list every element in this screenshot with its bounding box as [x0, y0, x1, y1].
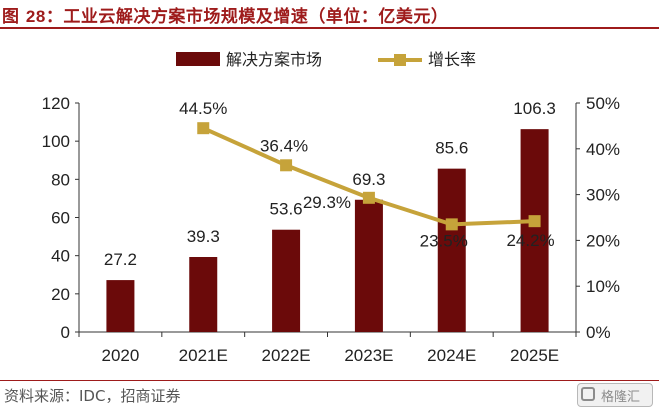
figure-title-text: ：工业云解决方案市场规模及增速（单位：亿美元） — [45, 7, 449, 27]
y-tick-label-left: 40 — [51, 247, 70, 266]
bar — [106, 280, 135, 332]
watermark-icon — [581, 387, 595, 401]
y-tick-label-left: 60 — [51, 209, 70, 228]
growth-marker — [197, 122, 210, 135]
y-tick-label-left: 120 — [42, 94, 70, 113]
y-tick-label-right: 40% — [586, 140, 620, 159]
bar-value-label: 53.6 — [270, 200, 303, 219]
bar-value-label: 69.3 — [352, 170, 385, 189]
figure-title: 图 28：工业云解决方案市场规模及增速（单位：亿美元） — [2, 2, 448, 27]
figure-title-prefix: 图 — [2, 7, 20, 27]
chart: 0 20 40 60 80 100 120 0% 10% 20% 30% 40% 50% 2020 2021… — [42, 50, 620, 365]
watermark-text: 格隆汇 — [601, 390, 641, 405]
bar-value-label: 85.6 — [435, 139, 468, 158]
x-tick-label: 2023E — [344, 346, 393, 365]
x-tick-label: 2022E — [261, 346, 310, 365]
y-tick-label-right: 20% — [586, 231, 620, 250]
watermark-logo: 格隆汇 — [577, 383, 653, 407]
bar — [272, 229, 301, 332]
y-tick-label-right: 50% — [586, 94, 620, 113]
source-note: 资料来源：IDC，招商证券 — [4, 387, 181, 405]
source-rule — [0, 380, 659, 381]
bar — [354, 199, 383, 332]
bar — [189, 257, 218, 332]
y-tick-label-left: 0 — [61, 323, 70, 342]
y-tick-label-left: 100 — [42, 132, 70, 151]
growth-marker — [528, 215, 541, 228]
y-tick-label-right: 10% — [586, 277, 620, 296]
growth-value-label: 36.4% — [260, 136, 308, 155]
growth-marker — [445, 218, 458, 231]
x-tick-label: 2024E — [427, 346, 476, 365]
x-tick-label: 2020 — [102, 346, 140, 365]
legend-swatch-bars — [176, 52, 220, 66]
growth-value-label: 23.5% — [420, 231, 468, 250]
bar-value-label: 106.3 — [513, 99, 556, 118]
bar-value-label: 39.3 — [187, 227, 220, 246]
legend-label-line: 增长率 — [428, 50, 476, 69]
x-tick-label: 2025E — [510, 346, 559, 365]
legend-label-bars: 解决方案市场 — [226, 50, 322, 69]
growth-marker — [362, 191, 375, 204]
bar-value-label: 27.2 — [104, 250, 137, 269]
bar — [437, 168, 466, 332]
growth-marker — [280, 159, 293, 172]
bar — [520, 129, 549, 332]
x-tick-label: 2021E — [179, 346, 228, 365]
y-tick-label-right: 30% — [586, 186, 620, 205]
y-tick-label-left: 80 — [51, 170, 70, 189]
y-tick-label-left: 20 — [51, 285, 70, 304]
figure-title-number: 28 — [25, 7, 46, 26]
y-tick-label-right: 0% — [586, 323, 611, 342]
growth-value-label: 29.3% — [303, 193, 351, 212]
title-rule — [0, 27, 659, 29]
growth-value-label: 24.2% — [506, 231, 554, 250]
growth-value-label: 44.5% — [179, 99, 227, 118]
legend-swatch-marker — [394, 54, 406, 66]
